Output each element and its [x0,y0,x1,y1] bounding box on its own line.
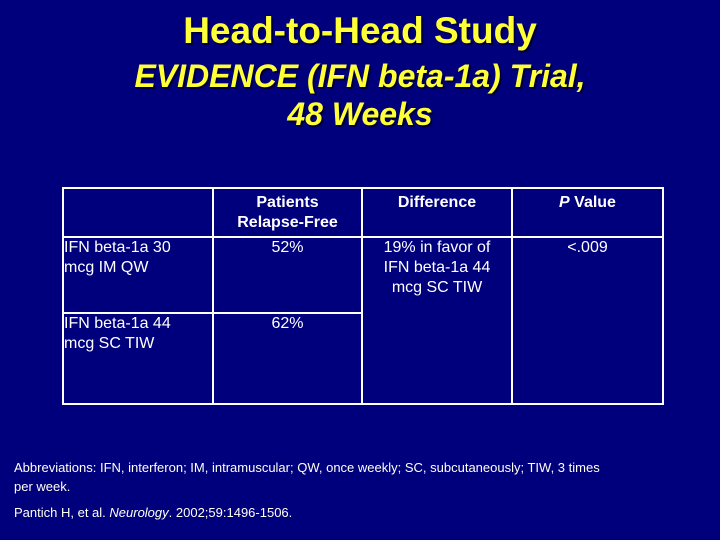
slide-subtitle: EVIDENCE (IFN beta-1a) Trial, 48 Weeks [0,57,720,133]
slide-subtitle-line2: 48 Weeks [287,96,433,132]
slide-subtitle-line1: EVIDENCE (IFN beta-1a) Trial, [134,58,586,94]
table-row-ifn-30: IFN beta-1a 30 mcg IM QW 52% 19% in favo… [62,236,664,405]
slide-title: Head-to-Head Study [183,10,537,51]
citation-footnote: Pantich H, et al. Neurology. 2002;59:149… [14,503,706,522]
table-header-p-value: P Value [511,187,664,238]
value-relapse-free-ifn-30: 52% [212,236,363,314]
abbreviations-footnote: Abbreviations: IFN, interferon; IM, intr… [14,460,600,494]
citation-journal: Neurology [109,505,169,520]
value-p-value: <.009 [511,236,664,405]
table-row-ifn-44: IFN beta-1a 44 mcg SC TIW 62% [62,312,663,405]
table-header-row: Patients Relapse-Free Difference P Value [62,187,664,238]
citation-details: . 2002;59:1496-1506. [168,505,293,520]
table-header-difference: Difference [361,187,513,238]
row-label-ifn-beta-1a-44: IFN beta-1a 44 mcg SC TIW [62,312,214,405]
citation-authors: Pantich H, et al. [14,505,110,520]
results-table: Patients Relapse-Free Difference P Value… [62,187,664,405]
table-header-patients-relapse-free: Patients Relapse-Free [212,187,363,238]
p-value-header-rest: Value [569,194,616,211]
p-value-header-italic-p: P [559,194,570,211]
value-relapse-free-ifn-44: 62% [212,312,363,405]
row-label-ifn-beta-1a-30: IFN beta-1a 30 mcg IM QW [62,236,214,314]
table-header-empty [62,187,214,238]
value-difference: 19% in favor of IFN beta-1a 44 mcg SC TI… [361,236,513,405]
